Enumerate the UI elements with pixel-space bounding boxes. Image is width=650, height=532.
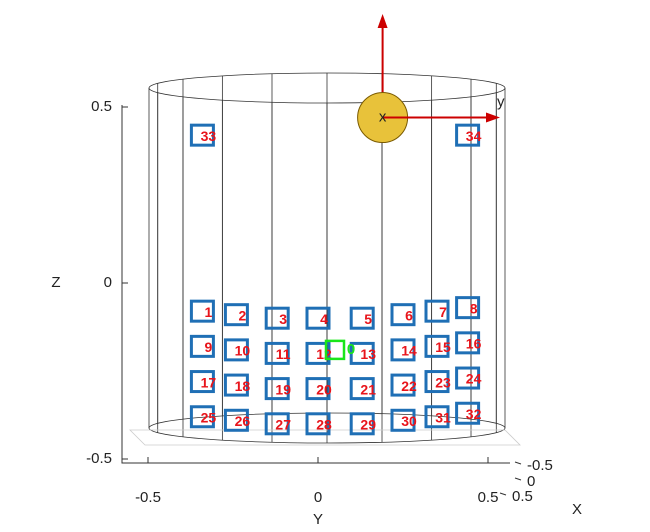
point-label: 21 [360, 381, 376, 397]
point-label: 3 [279, 311, 287, 327]
point-label: 18 [235, 378, 251, 394]
point-label: 14 [401, 343, 417, 359]
point-label: 4 [320, 311, 328, 327]
point-label: 23 [435, 374, 451, 390]
z-axis-label: Z [51, 274, 60, 291]
point-label: 26 [235, 413, 251, 429]
point-label: 15 [435, 339, 451, 355]
point-label: 13 [360, 346, 376, 362]
point-label: 33 [201, 128, 217, 144]
point-label: 25 [201, 409, 217, 425]
x-axis-label: X [572, 501, 582, 518]
x-tick-label: -0.5 [135, 489, 161, 506]
arrow-head [486, 113, 500, 123]
point-label: 24 [466, 371, 482, 387]
y-tick-label: 0 [104, 274, 112, 291]
point-label: 16 [466, 336, 482, 352]
x-tick-label: 0 [314, 489, 322, 506]
point-label: 17 [201, 374, 217, 390]
point-label: 7 [439, 304, 447, 320]
point-label: 10 [235, 343, 251, 359]
depth-tick-label: 0.5 [512, 488, 533, 505]
axes-box [122, 105, 510, 463]
depth-tick [500, 493, 506, 495]
point-label: 27 [275, 417, 291, 433]
y-tick-label: 0.5 [91, 98, 112, 115]
sphere-axis-label: y [497, 94, 505, 111]
point-label: 19 [275, 381, 291, 397]
point-label: 22 [401, 378, 417, 394]
point-label: 32 [466, 406, 482, 422]
point-label: 5 [364, 311, 372, 327]
depth-tick [515, 478, 521, 480]
point-label: 1 [205, 304, 213, 320]
point-label: 2 [239, 307, 247, 323]
point-label: 30 [401, 413, 417, 429]
sphere-axis-label: x [379, 109, 387, 126]
arrow-head [378, 14, 388, 28]
x-tick-label: 0.5 [478, 489, 499, 506]
chart: Z Y X -0.500.5-0.500.5-0.500.5xy12345678… [0, 0, 650, 527]
point-label: 34 [466, 128, 482, 144]
reference-label: 0 [347, 341, 355, 358]
point-label: 20 [316, 381, 332, 397]
point-label: 29 [360, 417, 376, 433]
depth-tick-label: -0.5 [527, 457, 553, 474]
y-axis-label: Y [313, 511, 323, 527]
point-label: 11 [276, 346, 291, 362]
depth-tick [515, 462, 521, 464]
point-label: 6 [405, 307, 413, 323]
y-tick-label: -0.5 [86, 450, 112, 467]
point-label: 8 [470, 300, 478, 316]
point-label: 28 [316, 417, 332, 433]
point-label: 9 [205, 339, 213, 355]
point-label: 31 [435, 409, 451, 425]
